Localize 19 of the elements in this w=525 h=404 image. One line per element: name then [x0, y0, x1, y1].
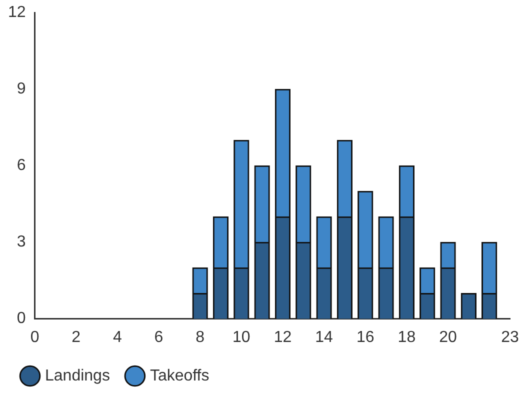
y-tick-label: 0 [16, 310, 26, 328]
x-tick-label: 8 [196, 328, 205, 346]
x-tick-label: 12 [274, 328, 292, 346]
y-tick-label: 3 [16, 234, 26, 251]
x-tick-label: 23 [501, 328, 519, 346]
x-tick-label: 2 [72, 328, 81, 346]
x-tick-label: 0 [30, 328, 40, 346]
x-tick-label: 10 [232, 328, 250, 346]
y-tick-label: 9 [16, 80, 26, 98]
y-tick-label: 6 [16, 157, 26, 174]
x-tick-label: 14 [315, 328, 334, 346]
x-tick-label: 18 [398, 328, 416, 346]
x-tick-label: 16 [356, 328, 374, 346]
x-tick-label: 4 [112, 328, 122, 346]
y-tick-label: 12 [8, 4, 26, 22]
x-tick-label: 20 [439, 328, 458, 346]
x-tick-label: 6 [154, 328, 164, 346]
legend-label: Landings [45, 367, 110, 384]
legend-label: Takeoffs [150, 367, 210, 384]
